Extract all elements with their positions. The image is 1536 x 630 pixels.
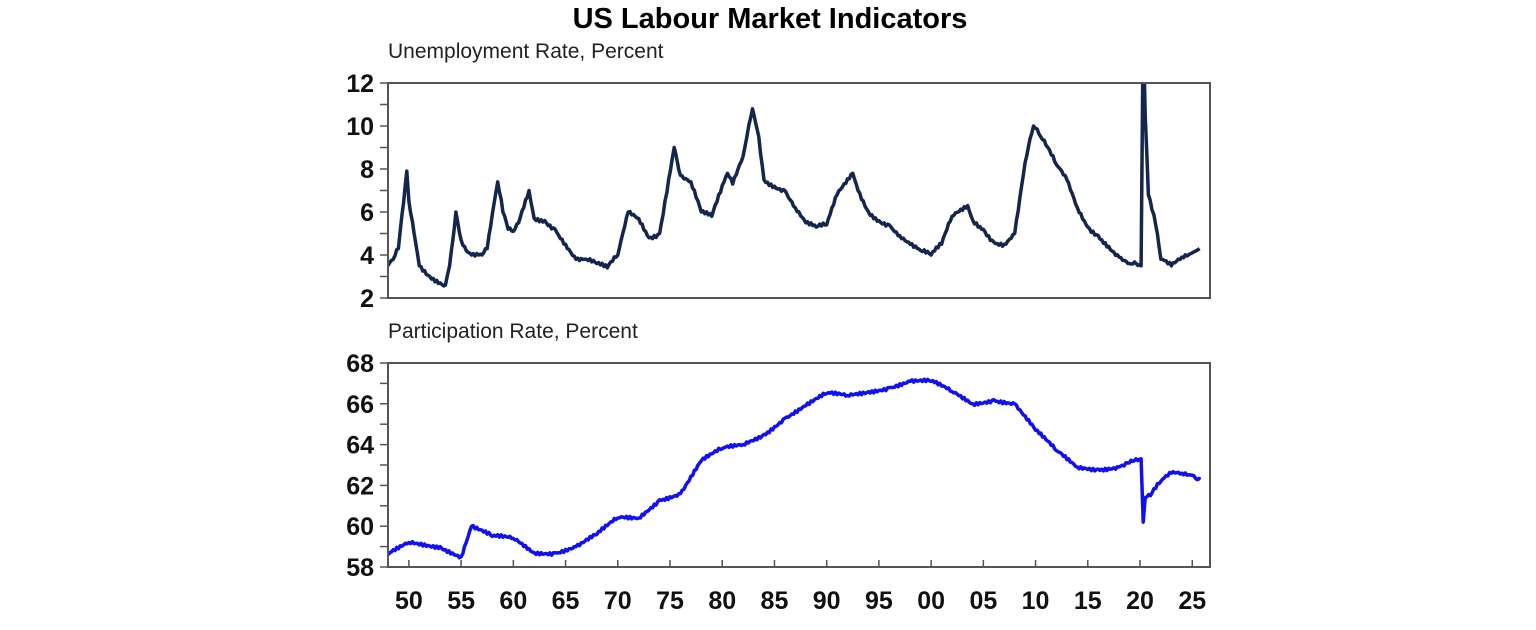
participation-line <box>388 377 1202 560</box>
y-tick-label: 58 <box>346 554 374 582</box>
unemployment-panel: 2 4 6 8 10 12 <box>346 70 1211 313</box>
x-tick-label: 55 <box>447 587 475 615</box>
x-tick-label: 15 <box>1074 587 1102 615</box>
x-tick-label: 60 <box>499 587 527 615</box>
y-tick-label: 8 <box>360 156 374 184</box>
unemployment-subtitle: Unemployment Rate, Percent <box>388 40 664 63</box>
y-tick-label: 60 <box>346 513 374 541</box>
plot-frame <box>387 82 1211 299</box>
y-tick-label: 2 <box>360 285 374 313</box>
x-tick-label: 25 <box>1178 587 1206 615</box>
x-tick-label: 00 <box>917 587 945 615</box>
x-tick-label: 75 <box>656 587 684 615</box>
y-tick-label: 68 <box>346 350 374 378</box>
y-tick-label: 4 <box>360 242 374 270</box>
x-tick-label: 65 <box>552 587 580 615</box>
x-tick-label: 20 <box>1126 587 1154 615</box>
y-tick-label: 66 <box>346 391 374 419</box>
x-tick-label: 85 <box>761 587 789 615</box>
y-tick-label: 62 <box>346 472 374 500</box>
x-tick-label: 70 <box>604 587 632 615</box>
participation-subtitle: Participation Rate, Percent <box>388 320 638 343</box>
unemployment-line <box>388 83 1201 288</box>
chart-title: US Labour Market Indicators <box>573 3 968 35</box>
plot-frame <box>387 362 1211 568</box>
y-tick-label: 12 <box>346 70 374 98</box>
y-tick-label: 6 <box>360 199 374 227</box>
x-tick-label: 10 <box>1022 587 1050 615</box>
y-tick-label: 64 <box>346 432 374 460</box>
x-tick-label: 90 <box>813 587 841 615</box>
participation-panel: 58 60 62 64 66 68 50 55 60 65 70 75 80 85 90 95 00 05 10 15… <box>346 350 1211 615</box>
y-tick-label: 10 <box>346 113 374 141</box>
x-tick-label: 05 <box>969 587 997 615</box>
x-tick-label: 50 <box>395 587 423 615</box>
x-tick-label: 80 <box>708 587 736 615</box>
x-tick-label: 95 <box>865 587 893 615</box>
